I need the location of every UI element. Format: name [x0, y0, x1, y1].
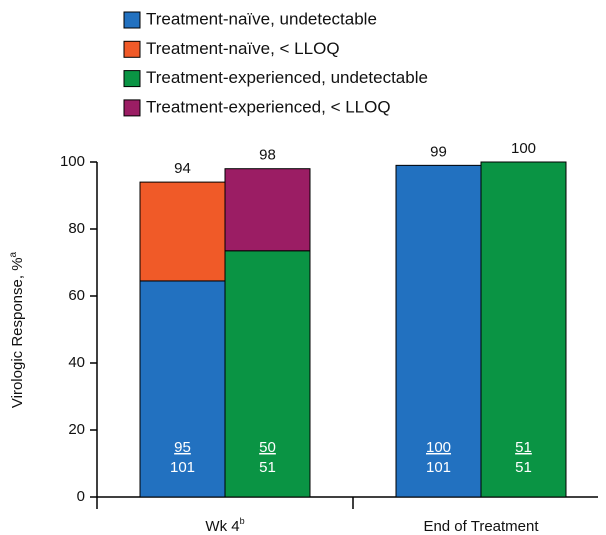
x-tick-label: Wk 4b — [205, 516, 244, 535]
legend-swatch — [123, 70, 141, 88]
y-tick-label: 100 — [60, 153, 85, 170]
bar-denominator: 101 — [426, 459, 451, 476]
legend-swatch — [123, 11, 141, 29]
bar-total-label: 100 — [511, 140, 536, 157]
bar-segment — [480, 161, 567, 498]
x-tick-label-sup: b — [240, 516, 245, 526]
y-tick-label: 40 — [68, 354, 85, 371]
bar-numerator: 51 — [515, 439, 532, 456]
y-tick-label: 0 — [77, 488, 85, 505]
bar-segment — [139, 280, 226, 498]
bar-segment — [139, 181, 226, 282]
legend-swatch — [123, 40, 141, 58]
y-tick-label: 20 — [68, 421, 85, 438]
x-tick-label-text: End of Treatment — [423, 518, 539, 535]
bar-denominator: 101 — [170, 459, 195, 476]
legend-swatch — [123, 99, 141, 117]
bar-segment — [395, 164, 482, 498]
bar-segment — [224, 250, 311, 498]
x-tick-label: End of Treatment — [423, 518, 539, 535]
bar-denominator: 51 — [259, 459, 276, 476]
legend-label: Treatment-naïve, undetectable — [146, 9, 377, 28]
legend-label: Treatment-experienced, < LLOQ — [146, 97, 391, 116]
bar-total-label: 99 — [430, 143, 447, 160]
legend-label: Treatment-naïve, < LLOQ — [146, 39, 340, 58]
bar-segment — [224, 168, 311, 252]
bar-numerator: 50 — [259, 439, 276, 456]
bar-total-label: 98 — [259, 147, 276, 164]
legend-label: Treatment-experienced, undetectable — [146, 68, 428, 87]
y-axis-title-sup: a — [8, 251, 19, 257]
y-tick-label: 80 — [68, 220, 85, 237]
x-tick-label-text: Wk 4 — [205, 518, 239, 535]
y-axis-title: Virologic Response, %a — [8, 251, 26, 408]
bar-numerator: 100 — [426, 439, 451, 456]
y-axis-title-text: Virologic Response, % — [9, 257, 26, 408]
bar-denominator: 51 — [515, 459, 532, 476]
y-tick-label: 60 — [68, 287, 85, 304]
bar-numerator: 95 — [174, 439, 191, 456]
bar-total-label: 94 — [174, 160, 191, 177]
